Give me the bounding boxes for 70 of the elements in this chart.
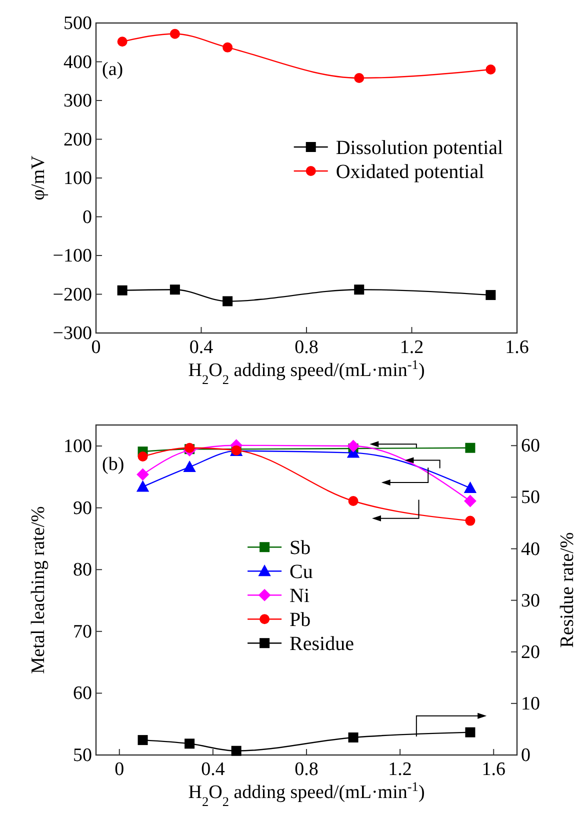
x-axis-title: H$_{2}$O$_{2}$ adding speed/(mL·min$^{-1}$) [188, 778, 425, 808]
point [170, 28, 180, 39]
y2-tick-label: 0 [521, 745, 530, 766]
point [136, 468, 149, 480]
legend-label: Residue [290, 633, 354, 656]
y-tick-label: 90 [73, 498, 92, 519]
y-tick-label: 500 [64, 13, 92, 34]
x-tick-label: 1.6 [482, 759, 506, 780]
x-tick-label: 1.2 [388, 759, 412, 780]
y-tick-label: 60 [73, 683, 92, 704]
point [348, 496, 358, 506]
point [222, 42, 233, 52]
y-axis-title: φ/mV [28, 155, 49, 200]
y-tick-label: 80 [73, 560, 92, 581]
point [486, 64, 496, 74]
point [464, 495, 476, 508]
y-tick-label: −200 [52, 284, 92, 306]
y2-tick-label: 60 [521, 436, 540, 457]
y2-tick-label: 30 [521, 590, 540, 612]
legend-label: Cu [290, 561, 313, 584]
point [170, 284, 180, 295]
y-tick-label: 100 [64, 436, 92, 458]
y2-axis-title: Residue rate/% [557, 532, 578, 648]
x-tick-label: 1.6 [505, 337, 529, 358]
point [117, 285, 128, 296]
y-tick-label: 70 [73, 621, 92, 642]
point [486, 290, 496, 300]
y2-tick-label: 50 [521, 487, 540, 508]
legend-label: Sb [290, 537, 311, 560]
y-tick-label: −100 [52, 246, 92, 266]
y2-tick-label: 40 [521, 538, 540, 560]
point [354, 284, 364, 295]
point [464, 482, 476, 494]
y2-tick-label: 10 [521, 693, 540, 714]
point [231, 746, 242, 756]
x-tick-label: 0.8 [294, 337, 318, 358]
point [184, 461, 196, 472]
annotation: (b) [102, 454, 124, 475]
point [465, 442, 476, 453]
x-tick-label: 0.4 [189, 337, 214, 358]
point [117, 36, 128, 47]
y-tick-label: 0 [82, 206, 92, 228]
point [138, 735, 148, 746]
point [184, 738, 195, 749]
y-tick-label: 300 [64, 90, 92, 112]
point [138, 452, 148, 462]
y-tick-label: 50 [73, 745, 92, 766]
point [348, 732, 358, 742]
point [465, 727, 476, 738]
legend-label: Ni [290, 585, 310, 608]
y-tick-label: 100 [64, 168, 92, 189]
legend-label: Dissolution potential [336, 137, 504, 159]
y-axis-title: Metal leaching rate/% [28, 506, 49, 674]
legend-label: Oxidated potential [336, 161, 485, 183]
x-tick-label: 0.8 [294, 759, 318, 780]
point [222, 296, 233, 306]
y-tick-label: −300 [52, 323, 92, 344]
annotation: (a) [102, 59, 124, 80]
y2-tick-label: 20 [521, 642, 540, 663]
legend-label: Pb [290, 609, 311, 632]
point [354, 73, 364, 84]
x-tick-label: 1.2 [400, 337, 424, 358]
point [136, 480, 149, 492]
x-tick-label: 0.4 [201, 759, 226, 780]
y-tick-label: 200 [64, 129, 92, 150]
x-axis-title: H$_{2}$O$_{2}$ adding speed/(mL·min$^{-1}$) [188, 356, 425, 386]
y-tick-label: 400 [64, 52, 92, 73]
point [465, 516, 476, 526]
point [347, 440, 360, 452]
x-tick-label: 0 [114, 759, 124, 780]
